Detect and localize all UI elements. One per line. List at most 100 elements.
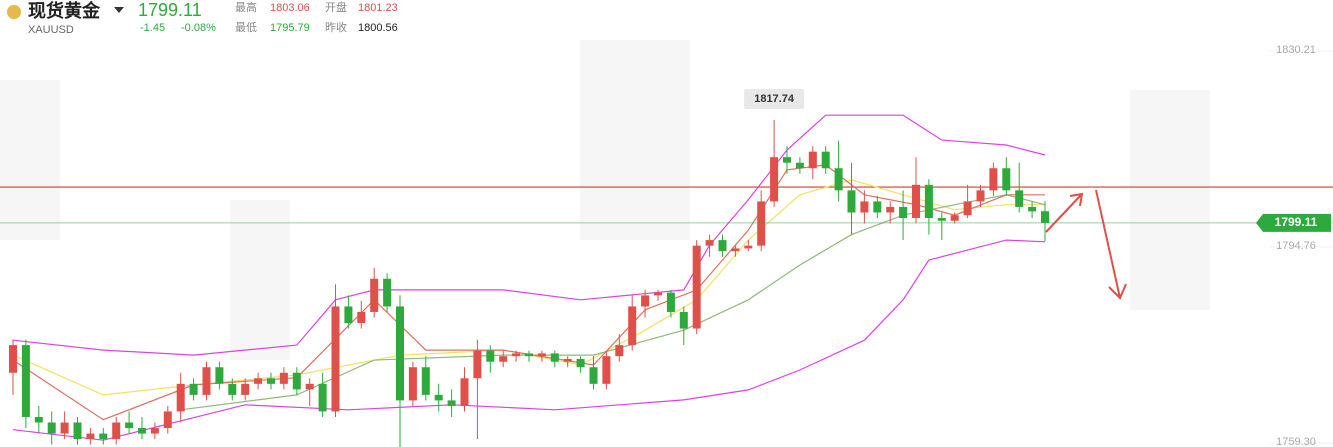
- title: 现货黄金: [28, 0, 101, 21]
- candle-body: [744, 245, 753, 249]
- candle-body: [241, 383, 250, 395]
- candle-body: [9, 345, 17, 373]
- candle-body: [1002, 168, 1011, 191]
- candle-body: [215, 367, 224, 384]
- candle-body: [615, 345, 624, 357]
- candle-body: [924, 184, 933, 219]
- price: 1799.11: [138, 0, 202, 20]
- candle-body: [86, 433, 95, 440]
- stat-value: 1801.23: [358, 2, 398, 14]
- stat-label: 最高: [235, 0, 257, 14]
- candle-body: [692, 245, 701, 329]
- candle-body: [318, 383, 327, 412]
- candle-body: [434, 394, 443, 401]
- candle-body: [1015, 190, 1024, 207]
- candle-body: [189, 383, 198, 395]
- y-tick-label: 1794.76: [1276, 240, 1316, 252]
- candle-body: [370, 278, 379, 312]
- last-price-label: 1799.11: [1275, 215, 1318, 229]
- indicator-line: [180, 194, 1046, 411]
- candle-body: [421, 367, 430, 395]
- candle-body: [563, 358, 572, 362]
- stat-label: 昨收: [325, 20, 347, 34]
- candle-body: [705, 240, 714, 246]
- candle-body: [795, 162, 804, 169]
- candle-body: [963, 201, 972, 216]
- symbol: XAUUSD: [28, 24, 74, 36]
- candle-body: [1028, 206, 1037, 212]
- candle-body: [679, 311, 688, 329]
- candle-body: [950, 215, 959, 221]
- candle-body: [60, 422, 69, 434]
- gold-icon: [7, 5, 21, 19]
- candle-body: [150, 428, 159, 434]
- candle-body: [383, 278, 392, 307]
- candle-body: [628, 306, 637, 346]
- candle-body: [267, 378, 275, 384]
- candle-body: [47, 422, 56, 434]
- candle-body: [912, 184, 920, 219]
- candle-body: [357, 311, 366, 324]
- candle-body: [447, 400, 456, 406]
- stat-value: 1795.79: [270, 22, 310, 34]
- candle-body: [783, 157, 791, 163]
- peak-label: 1817.74: [754, 93, 795, 105]
- candle-body: [99, 433, 108, 440]
- candle-body: [499, 356, 508, 362]
- candle-body: [989, 168, 998, 191]
- candle-body: [666, 292, 675, 312]
- candle-body: [460, 378, 469, 406]
- candle-body: [899, 206, 908, 219]
- candle-body: [589, 367, 598, 384]
- stat-label: 最低: [235, 21, 257, 34]
- candle-body: [473, 350, 482, 379]
- change: -1.45: [140, 22, 165, 34]
- candle-body: [886, 206, 895, 213]
- candle-body: [873, 201, 882, 213]
- stat-value: 1800.56: [358, 22, 398, 34]
- last-price-tag: [1256, 213, 1331, 232]
- candle-body: [279, 372, 288, 384]
- candle-body: [512, 353, 521, 357]
- candle-body: [21, 345, 30, 417]
- candle-body: [112, 422, 121, 440]
- candle-body: [576, 358, 585, 368]
- candle-body: [176, 383, 185, 412]
- candle-body: [808, 151, 817, 169]
- y-tick-label: 1759.30: [1276, 436, 1316, 447]
- candle-body: [408, 367, 417, 401]
- candle-body: [770, 157, 779, 202]
- candle-body: [138, 428, 146, 434]
- candle-body: [254, 378, 263, 384]
- indicator-line: [12, 114, 1046, 356]
- candle-body: [163, 411, 172, 429]
- dropdown[interactable]: [114, 7, 124, 13]
- trend-arrows: [1045, 189, 1127, 300]
- candle-body: [860, 201, 869, 213]
- candle-body: [976, 190, 985, 202]
- candle-body: [396, 306, 404, 401]
- indicator-line: [12, 239, 1046, 441]
- stat-value: 1803.06: [270, 2, 310, 14]
- candle-body: [937, 218, 946, 221]
- candle-body: [821, 151, 830, 169]
- candle-body: [1041, 211, 1049, 223]
- candle-body: [550, 353, 559, 362]
- candle-body: [344, 306, 353, 324]
- candle-body: [731, 248, 740, 252]
- y-tick-label: 1830.21: [1276, 44, 1316, 56]
- candle-body: [331, 306, 340, 412]
- candle-body: [641, 295, 650, 307]
- candle-body: [34, 416, 43, 423]
- candle-body: [718, 240, 727, 252]
- candle-body: [834, 168, 843, 191]
- candle-body: [202, 367, 211, 395]
- candle-body: [847, 190, 856, 213]
- candle-body: [73, 422, 82, 440]
- peak-box: [744, 88, 805, 109]
- candle-body: [537, 353, 546, 357]
- candle-body: [305, 383, 314, 390]
- candle-body: [292, 372, 301, 390]
- stat-label: 开盘: [325, 0, 347, 14]
